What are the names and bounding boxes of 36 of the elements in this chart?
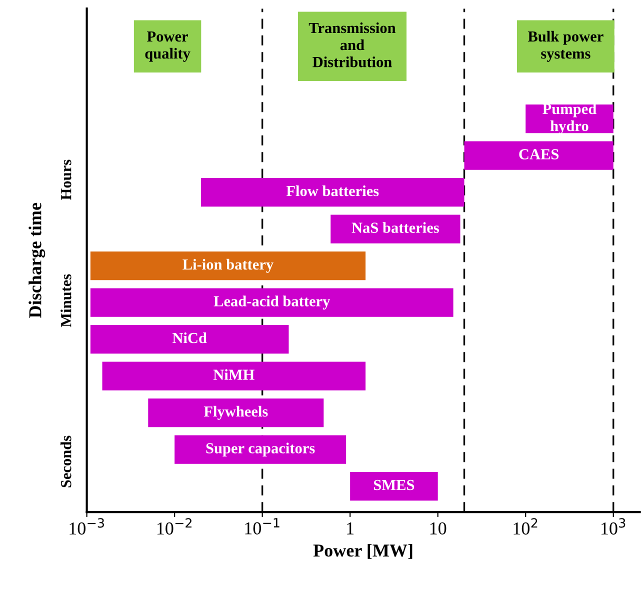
bar bbox=[90, 288, 454, 317]
x-tick-label: 10 bbox=[430, 522, 446, 535]
data-label: Pumped hydro bbox=[542, 103, 596, 134]
text: Bulk power systems bbox=[528, 30, 604, 62]
x-tick-label: 10$^{−1}$ bbox=[245, 518, 280, 534]
text: Power quality bbox=[145, 31, 190, 62]
x-tick-label: 10$^{−3}$ bbox=[70, 518, 104, 535]
text: Hours bbox=[61, 160, 72, 200]
data-label: Flywheels bbox=[204, 406, 268, 420]
bar bbox=[102, 362, 366, 390]
x-tick-label: 10$^{2}$ bbox=[514, 518, 538, 535]
x-tick-label: 10$^{−2}$ bbox=[157, 518, 192, 535]
bar bbox=[90, 252, 366, 280]
data-label: NiCd bbox=[172, 332, 207, 344]
x-tick-label: 1 bbox=[347, 522, 354, 534]
bar bbox=[350, 472, 438, 501]
data-label: NiMH bbox=[213, 369, 254, 380]
bar bbox=[464, 141, 614, 170]
x-axis-title: Power [MW] bbox=[313, 544, 412, 559]
text: Seconds bbox=[60, 436, 72, 488]
bar bbox=[200, 178, 464, 207]
data-label: Flow batteries bbox=[286, 185, 379, 196]
text: Transmission and Distribution bbox=[308, 22, 396, 68]
data-label: Lead-acid battery bbox=[214, 296, 330, 310]
data-label: SMES bbox=[374, 480, 414, 490]
bar bbox=[90, 325, 289, 354]
data-label: Li-ion battery bbox=[182, 258, 274, 273]
y-axis-title: Discharge time bbox=[28, 202, 46, 318]
data-label: CAES bbox=[519, 149, 559, 160]
text: Minutes bbox=[60, 274, 72, 328]
bar bbox=[174, 435, 346, 464]
bar bbox=[330, 214, 460, 244]
x-tick-label: 10$^{3}$ bbox=[602, 518, 626, 535]
data-label: NaS batteries bbox=[352, 222, 439, 233]
data-label: Super capacitors bbox=[206, 442, 315, 457]
bar bbox=[148, 398, 324, 428]
